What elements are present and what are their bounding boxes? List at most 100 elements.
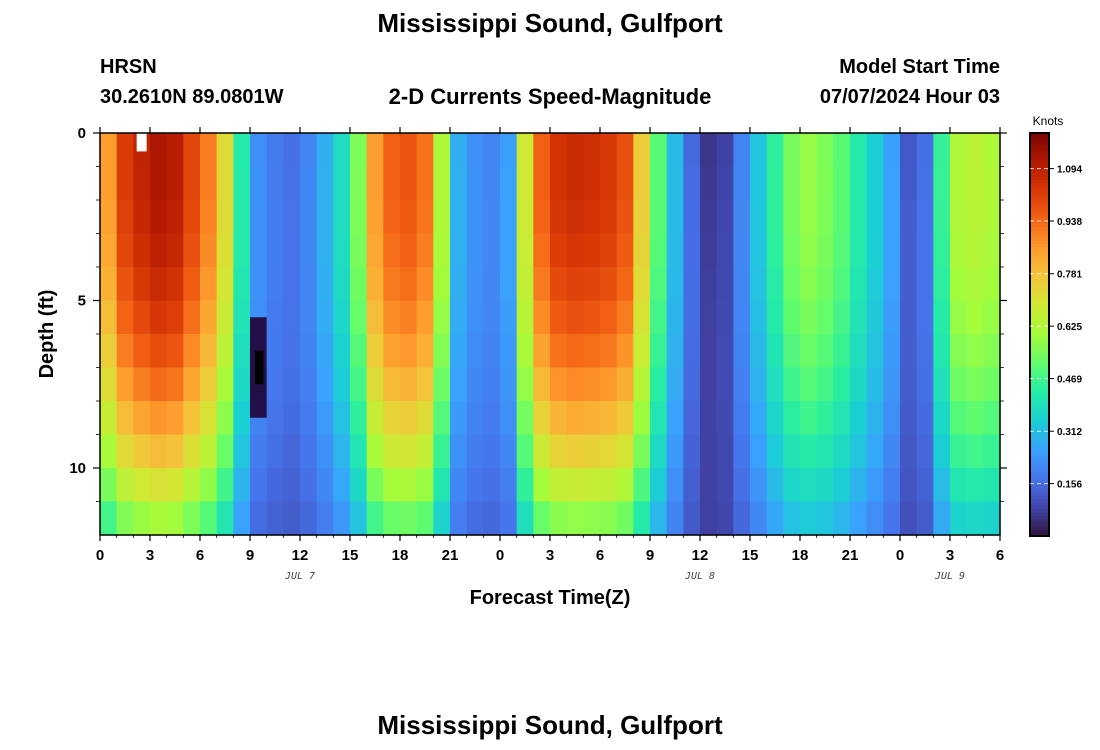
heatmap-cell — [650, 367, 668, 402]
heatmap-cell — [516, 300, 534, 335]
heatmap-cell — [483, 300, 501, 335]
heatmap-cell — [516, 200, 534, 235]
heatmap-cell — [700, 200, 718, 235]
heatmap-cell — [366, 267, 384, 302]
x-tick-label: 18 — [392, 547, 409, 564]
heatmap-cell — [383, 166, 401, 201]
heatmap-cell — [916, 334, 934, 369]
heatmap-cell — [566, 501, 584, 536]
heatmap-cell — [600, 401, 618, 436]
colorbar-segment — [1030, 519, 1049, 524]
heatmap-cell — [766, 200, 784, 235]
colorbar-segment — [1030, 401, 1049, 406]
colorbar-segment — [1030, 438, 1049, 443]
heatmap-cell — [616, 200, 634, 235]
heatmap-cell — [366, 166, 384, 201]
heatmap-cell — [666, 468, 684, 503]
heatmap-cell — [283, 200, 301, 235]
heatmap-cell — [266, 267, 284, 302]
heatmap-cell — [300, 501, 318, 536]
heatmap-cell — [983, 300, 1001, 335]
heatmap-cell — [816, 367, 834, 402]
heatmap-cell — [350, 233, 368, 268]
heatmap-cell — [716, 267, 734, 302]
heatmap-cell — [400, 434, 418, 469]
heatmap-cell — [116, 334, 134, 369]
heatmap-cell — [400, 501, 418, 536]
heatmap-cell — [233, 200, 251, 235]
colorbar-segment — [1030, 206, 1049, 211]
heatmap-cell — [783, 367, 801, 402]
heatmap-cell — [500, 300, 518, 335]
heatmap-cell — [950, 233, 968, 268]
heatmap-cell — [783, 267, 801, 302]
colorbar-segment — [1030, 505, 1049, 510]
heatmap-cell — [283, 166, 301, 201]
heatmap-cell — [583, 133, 601, 168]
heatmap-cell — [766, 468, 784, 503]
heatmap-cell — [300, 468, 318, 503]
heatmap-cell — [233, 401, 251, 436]
heatmap-cell — [733, 267, 751, 302]
heatmap-cell — [716, 367, 734, 402]
heatmap-cell — [316, 367, 334, 402]
heatmap-cell — [316, 133, 334, 168]
heatmap-cell — [866, 166, 884, 201]
heatmap-cell — [250, 468, 268, 503]
heatmap-cell — [750, 233, 768, 268]
heatmap-cell — [633, 334, 651, 369]
heatmap-cell — [666, 166, 684, 201]
heatmap-cell — [166, 468, 184, 503]
colorbar-segment — [1030, 159, 1049, 164]
heatmap-cell — [600, 501, 618, 536]
heatmap-cell — [633, 267, 651, 302]
heatmap-cell — [916, 434, 934, 469]
heatmap-cell — [366, 334, 384, 369]
heatmap-cell — [300, 367, 318, 402]
heatmap-cell — [400, 401, 418, 436]
heatmap-cell — [116, 300, 134, 335]
colorbar-segment — [1030, 388, 1049, 393]
heatmap-cell — [183, 334, 201, 369]
heatmap-cell — [133, 468, 151, 503]
heatmap-cell — [750, 267, 768, 302]
colorbar-segment — [1030, 250, 1049, 255]
heatmap-cell — [650, 401, 668, 436]
x-axis: 0 3 6 9 12 15 18 21 0 3 6 9 12 15 18 21 0 3 6 JUL 7 JUL 8 JUL… — [96, 127, 1004, 582]
heatmap-cell — [483, 468, 501, 503]
heatmap-cell — [450, 334, 468, 369]
heatmap-cell — [400, 468, 418, 503]
heatmap-cell — [900, 334, 918, 369]
heatmap-cell — [150, 334, 168, 369]
heatmap-cell — [750, 300, 768, 335]
heatmap-cell — [766, 434, 784, 469]
heatmap-cell — [500, 267, 518, 302]
heatmap-cell — [633, 501, 651, 536]
heatmap-cell — [750, 468, 768, 503]
heatmap-cell — [483, 401, 501, 436]
heatmap-cell — [733, 468, 751, 503]
heatmap-cell — [883, 133, 901, 168]
heatmap-cell — [750, 434, 768, 469]
heatmap-cell — [583, 200, 601, 235]
colorbar-segment — [1030, 532, 1049, 537]
heatmap-cell — [900, 267, 918, 302]
heatmap-cell — [116, 166, 134, 201]
heatmap-cell — [233, 300, 251, 335]
heatmap-cell — [100, 434, 118, 469]
heatmap-cell — [450, 468, 468, 503]
colorbar-segment — [1030, 525, 1049, 530]
heatmap-cell — [916, 501, 934, 536]
heatmap-cell — [166, 200, 184, 235]
heatmap-cell — [466, 233, 484, 268]
colorbar-segment — [1030, 458, 1049, 463]
colorbar-segment — [1030, 408, 1049, 413]
heatmap-cell — [883, 367, 901, 402]
heatmap-cell — [816, 300, 834, 335]
heatmap-cell — [333, 166, 351, 201]
colorbar-segment — [1030, 294, 1049, 299]
heatmap-cell — [466, 166, 484, 201]
heatmap-cell — [916, 300, 934, 335]
heatmap-cell — [116, 200, 134, 235]
heatmap-cell — [283, 300, 301, 335]
